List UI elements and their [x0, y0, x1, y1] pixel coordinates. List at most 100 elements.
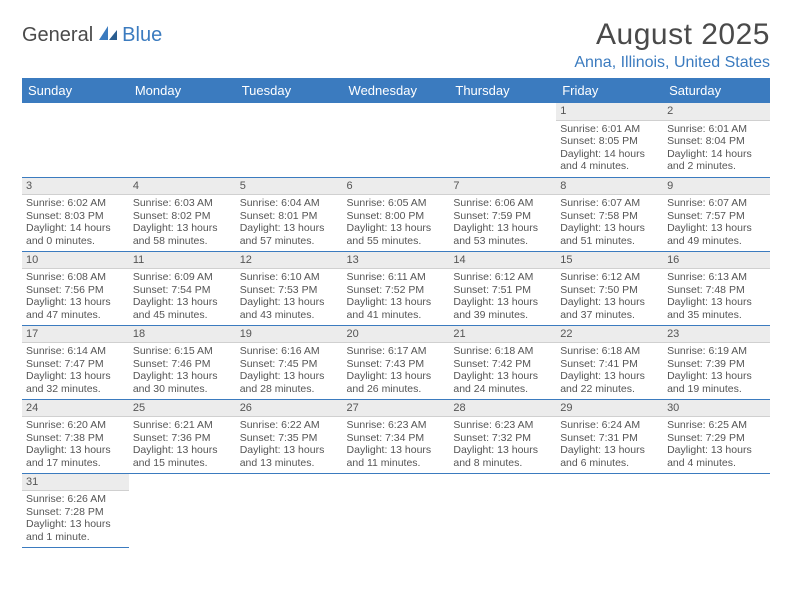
sunset-line: Sunset: 8:01 PM: [240, 210, 339, 222]
calendar-cell: 9Sunrise: 6:07 AMSunset: 7:57 PMDaylight…: [663, 177, 770, 251]
calendar-row: 17Sunrise: 6:14 AMSunset: 7:47 PMDayligh…: [22, 325, 770, 399]
day-number: 5: [236, 178, 343, 196]
sunset-line: Sunset: 7:41 PM: [560, 358, 659, 370]
sunrise-line: Sunrise: 6:16 AM: [240, 345, 339, 357]
day-details: Sunrise: 6:23 AMSunset: 7:34 PMDaylight:…: [343, 417, 450, 472]
day-number: 7: [449, 178, 556, 196]
day-details: Sunrise: 6:07 AMSunset: 7:57 PMDaylight:…: [663, 195, 770, 250]
day-details: Sunrise: 6:18 AMSunset: 7:42 PMDaylight:…: [449, 343, 556, 398]
sunset-line: Sunset: 7:54 PM: [133, 284, 232, 296]
daylight-line: Daylight: 13 hours and 4 minutes.: [667, 444, 766, 469]
calendar-cell: 12Sunrise: 6:10 AMSunset: 7:53 PMDayligh…: [236, 251, 343, 325]
daylight-line: Daylight: 13 hours and 28 minutes.: [240, 370, 339, 395]
calendar-body: 1Sunrise: 6:01 AMSunset: 8:05 PMDaylight…: [22, 103, 770, 547]
calendar-cell: [236, 103, 343, 177]
sunset-line: Sunset: 8:03 PM: [26, 210, 125, 222]
day-number: 11: [129, 252, 236, 270]
calendar-cell: 11Sunrise: 6:09 AMSunset: 7:54 PMDayligh…: [129, 251, 236, 325]
sunset-line: Sunset: 8:04 PM: [667, 135, 766, 147]
daylight-line: Daylight: 13 hours and 26 minutes.: [347, 370, 446, 395]
calendar-cell: 24Sunrise: 6:20 AMSunset: 7:38 PMDayligh…: [22, 399, 129, 473]
daylight-line: Daylight: 13 hours and 53 minutes.: [453, 222, 552, 247]
day-details: Sunrise: 6:01 AMSunset: 8:04 PMDaylight:…: [663, 121, 770, 176]
calendar-cell: [449, 473, 556, 547]
daylight-line: Daylight: 13 hours and 24 minutes.: [453, 370, 552, 395]
day-number: 3: [22, 178, 129, 196]
sunset-line: Sunset: 7:43 PM: [347, 358, 446, 370]
day-details: Sunrise: 6:13 AMSunset: 7:48 PMDaylight:…: [663, 269, 770, 324]
sunset-line: Sunset: 7:51 PM: [453, 284, 552, 296]
daylight-line: Daylight: 13 hours and 51 minutes.: [560, 222, 659, 247]
sunset-line: Sunset: 7:36 PM: [133, 432, 232, 444]
calendar-cell: 13Sunrise: 6:11 AMSunset: 7:52 PMDayligh…: [343, 251, 450, 325]
calendar-cell: [236, 473, 343, 547]
day-number: 26: [236, 400, 343, 418]
day-details: Sunrise: 6:02 AMSunset: 8:03 PMDaylight:…: [22, 195, 129, 250]
weekday-header: Monday: [129, 78, 236, 103]
sunrise-line: Sunrise: 6:22 AM: [240, 419, 339, 431]
sunrise-line: Sunrise: 6:01 AM: [667, 123, 766, 135]
day-details: Sunrise: 6:09 AMSunset: 7:54 PMDaylight:…: [129, 269, 236, 324]
sunset-line: Sunset: 7:48 PM: [667, 284, 766, 296]
day-details: Sunrise: 6:20 AMSunset: 7:38 PMDaylight:…: [22, 417, 129, 472]
day-number: 24: [22, 400, 129, 418]
day-number: 27: [343, 400, 450, 418]
weekday-header: Sunday: [22, 78, 129, 103]
sunrise-line: Sunrise: 6:19 AM: [667, 345, 766, 357]
calendar-cell: [22, 103, 129, 177]
sunrise-line: Sunrise: 6:02 AM: [26, 197, 125, 209]
location-label: Anna, Illinois, United States: [574, 54, 770, 72]
daylight-line: Daylight: 13 hours and 39 minutes.: [453, 296, 552, 321]
calendar-cell: 31Sunrise: 6:26 AMSunset: 7:28 PMDayligh…: [22, 473, 129, 547]
sunset-line: Sunset: 7:46 PM: [133, 358, 232, 370]
sunset-line: Sunset: 7:59 PM: [453, 210, 552, 222]
weekday-header: Saturday: [663, 78, 770, 103]
calendar-cell: 5Sunrise: 6:04 AMSunset: 8:01 PMDaylight…: [236, 177, 343, 251]
daylight-line: Daylight: 13 hours and 41 minutes.: [347, 296, 446, 321]
sunset-line: Sunset: 7:58 PM: [560, 210, 659, 222]
day-details: Sunrise: 6:24 AMSunset: 7:31 PMDaylight:…: [556, 417, 663, 472]
day-details: Sunrise: 6:01 AMSunset: 8:05 PMDaylight:…: [556, 121, 663, 176]
daylight-line: Daylight: 13 hours and 13 minutes.: [240, 444, 339, 469]
calendar-cell: [129, 473, 236, 547]
day-number: 14: [449, 252, 556, 270]
daylight-line: Daylight: 13 hours and 11 minutes.: [347, 444, 446, 469]
sunrise-line: Sunrise: 6:08 AM: [26, 271, 125, 283]
sunrise-line: Sunrise: 6:01 AM: [560, 123, 659, 135]
daylight-line: Daylight: 13 hours and 45 minutes.: [133, 296, 232, 321]
daylight-line: Daylight: 14 hours and 0 minutes.: [26, 222, 125, 247]
sunrise-line: Sunrise: 6:20 AM: [26, 419, 125, 431]
day-number: 2: [663, 103, 770, 121]
calendar-cell: [129, 103, 236, 177]
sunset-line: Sunset: 7:38 PM: [26, 432, 125, 444]
day-number: 18: [129, 326, 236, 344]
calendar-cell: 4Sunrise: 6:03 AMSunset: 8:02 PMDaylight…: [129, 177, 236, 251]
sunset-line: Sunset: 7:56 PM: [26, 284, 125, 296]
sunrise-line: Sunrise: 6:11 AM: [347, 271, 446, 283]
daylight-line: Daylight: 13 hours and 30 minutes.: [133, 370, 232, 395]
day-details: Sunrise: 6:25 AMSunset: 7:29 PMDaylight:…: [663, 417, 770, 472]
sunrise-line: Sunrise: 6:17 AM: [347, 345, 446, 357]
day-details: Sunrise: 6:18 AMSunset: 7:41 PMDaylight:…: [556, 343, 663, 398]
sunrise-line: Sunrise: 6:13 AM: [667, 271, 766, 283]
sunrise-line: Sunrise: 6:12 AM: [453, 271, 552, 283]
daylight-line: Daylight: 13 hours and 17 minutes.: [26, 444, 125, 469]
daylight-line: Daylight: 13 hours and 8 minutes.: [453, 444, 552, 469]
day-number: 4: [129, 178, 236, 196]
weekday-header: Thursday: [449, 78, 556, 103]
day-details: Sunrise: 6:15 AMSunset: 7:46 PMDaylight:…: [129, 343, 236, 398]
sunset-line: Sunset: 7:47 PM: [26, 358, 125, 370]
calendar-cell: 17Sunrise: 6:14 AMSunset: 7:47 PMDayligh…: [22, 325, 129, 399]
sunrise-line: Sunrise: 6:12 AM: [560, 271, 659, 283]
sunrise-line: Sunrise: 6:25 AM: [667, 419, 766, 431]
day-number: 16: [663, 252, 770, 270]
day-number: 30: [663, 400, 770, 418]
sunset-line: Sunset: 7:39 PM: [667, 358, 766, 370]
sunrise-line: Sunrise: 6:18 AM: [453, 345, 552, 357]
daylight-line: Daylight: 13 hours and 57 minutes.: [240, 222, 339, 247]
calendar-cell: 25Sunrise: 6:21 AMSunset: 7:36 PMDayligh…: [129, 399, 236, 473]
calendar-cell: 14Sunrise: 6:12 AMSunset: 7:51 PMDayligh…: [449, 251, 556, 325]
calendar-cell: [556, 473, 663, 547]
day-number: 12: [236, 252, 343, 270]
calendar-cell: 26Sunrise: 6:22 AMSunset: 7:35 PMDayligh…: [236, 399, 343, 473]
